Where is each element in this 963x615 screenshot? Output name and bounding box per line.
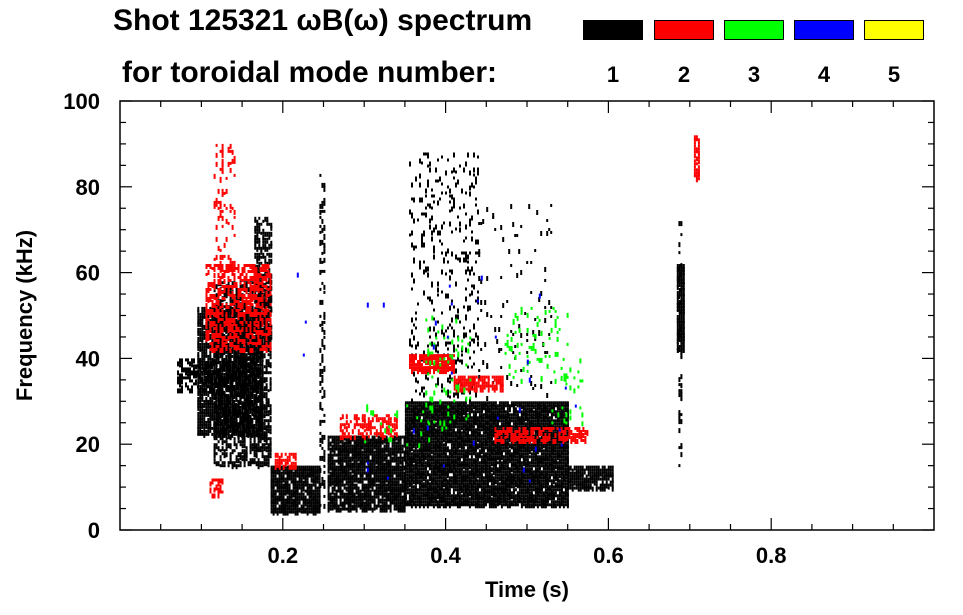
legend-label-mode-1: 1 [606,62,620,87]
spectrum-region-mode-1 [409,152,479,404]
spectrum-region-mode-1 [319,173,326,509]
spectrum-region-mode-2 [453,375,504,393]
y-tick-label: 20 [76,432,100,457]
spectrum-region-mode-3 [364,404,431,449]
axis-ticks [120,100,934,531]
spectrum-region-mode-3 [551,358,584,427]
spectrum-region-mode-1 [567,465,614,492]
legend-swatch-mode-3 [724,20,784,40]
spectrum-region-mode-1 [678,221,683,468]
x-tick-label: 0.8 [756,543,787,568]
spectrum-region-mode-1 [676,264,685,353]
y-tick-label: 40 [76,346,100,371]
y-tick-label: 0 [88,518,100,543]
x-tick-label: 0.6 [593,543,624,568]
spectrum-region-mode-2 [339,414,398,441]
legend-label-mode-3: 3 [747,62,761,87]
y-axis-label: Frequency (kHz) [12,230,37,401]
legend-caption: for toroidal mode number: [122,56,497,89]
spectrum-region-mode-2 [494,427,589,444]
spectrum-region-mode-1 [404,401,569,509]
spectrum-region-mode-4 [296,272,577,483]
spectrum-region-mode-2 [409,354,455,375]
x-tick-label: 0.4 [430,543,461,568]
spectrum-region-mode-1 [327,435,406,513]
legend-label-mode-4: 4 [817,62,831,87]
y-tick-label: 60 [76,261,100,286]
spectrum-marks [177,135,700,516]
spectrum-region-mode-1 [478,204,553,401]
y-tick-label: 100 [63,89,100,114]
spectrum-region-mode-2 [213,143,236,273]
legend-label-mode-5: 5 [887,62,901,87]
x-tick-label: 0.2 [268,543,299,568]
spectrum-region-mode-3 [504,306,569,384]
x-axis-label: Time (s) [485,577,569,602]
spectrum-region-mode-1 [270,465,321,516]
y-tick-label: 80 [76,175,100,200]
legend-swatch-mode-5 [864,20,924,40]
spectrum-region-mode-2 [693,135,700,183]
axis-tick-labels: 0.2 0.4 0.6 0.8 0 20 40 60 80 100 [63,89,786,568]
chart-title: Shot 125321 ωB(ω) spectrum [113,4,533,37]
spectrum-region-mode-2 [274,452,297,470]
legend-swatch-mode-2 [654,20,714,40]
legend-label-mode-2: 2 [677,62,691,87]
spectrum-region-mode-2 [209,478,224,499]
legend-swatch-mode-4 [794,20,854,40]
legend-swatch-mode-1 [583,20,643,40]
